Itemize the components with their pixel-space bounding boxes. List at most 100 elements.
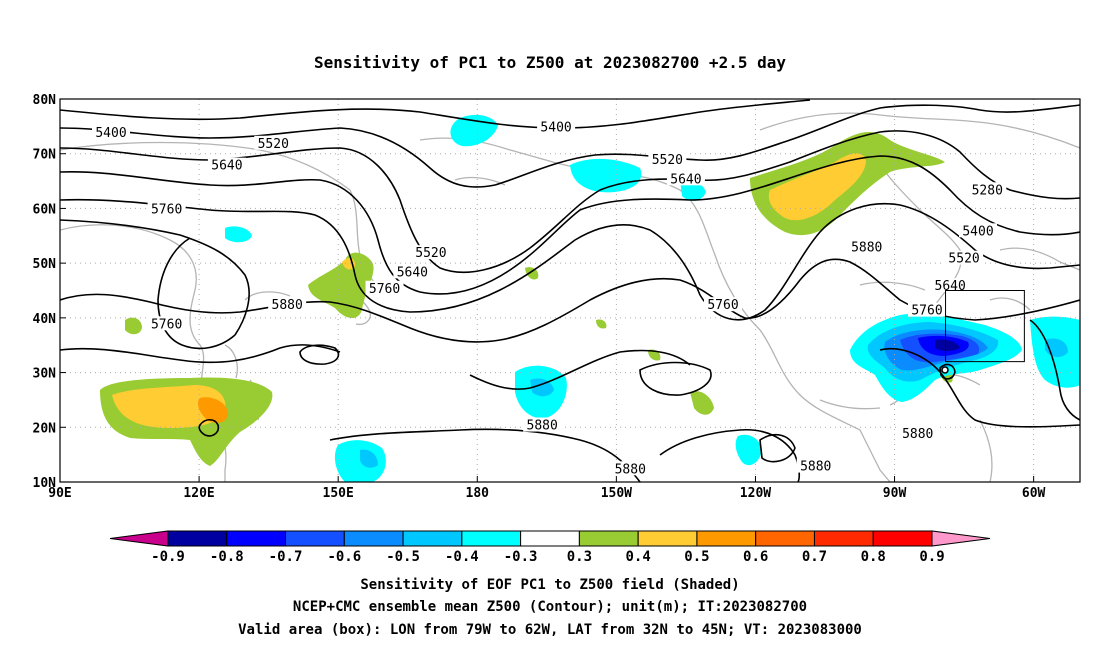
- contour-label: 5880: [527, 419, 558, 434]
- contour-label: 5760: [369, 282, 400, 297]
- shade-positive: [197, 397, 228, 423]
- contour-label-bg: [945, 250, 984, 265]
- contour-label: 5880: [851, 241, 882, 256]
- contour-label: 5520: [258, 137, 289, 152]
- x-tick-label: 120W: [740, 486, 771, 501]
- contour-label: 5760: [151, 317, 182, 332]
- contour-label: 5880: [800, 460, 831, 475]
- colorbar-segment: [578, 530, 639, 547]
- colorbar-segment: [755, 530, 815, 547]
- colorbar-label: 0.6: [743, 549, 768, 565]
- colorbar-segment: [343, 530, 404, 547]
- contour-label-bg: [147, 316, 186, 331]
- shade-negative: [530, 378, 554, 397]
- z500-contours: [60, 99, 1080, 482]
- y-tick-label: 50N: [33, 257, 57, 272]
- x-tick-label: 60W: [1022, 486, 1046, 501]
- contour-label: 5280: [972, 183, 1003, 198]
- colorbar-label: 0.7: [802, 549, 827, 565]
- contour-label-bg: [968, 182, 1007, 197]
- contour-label-bg: [611, 461, 650, 476]
- contour-label-bg: [648, 152, 687, 167]
- contour-label-bg: [704, 297, 742, 312]
- contour-label-bg: [537, 119, 576, 134]
- contour-label-bg: [959, 223, 997, 238]
- colorbar-label: -0.8: [210, 549, 244, 565]
- page-title: Sensitivity of PC1 to Z500 at 2023082700…: [314, 53, 786, 72]
- y-tick-label: 10N: [33, 476, 57, 491]
- x-tick-label: 90E: [48, 486, 71, 501]
- colorbar-label: -0.3: [504, 549, 538, 565]
- contour-label-bg: [666, 171, 705, 186]
- colorbar-segment: [167, 530, 228, 547]
- contour-label: 5640: [211, 159, 242, 174]
- contour-label-bg: [393, 264, 432, 279]
- colorbar-label: -0.9: [151, 549, 185, 565]
- contour-label-bg: [796, 458, 835, 473]
- y-axis: 80N 70N 60N 50N 40N 30N 20N 10N: [33, 93, 66, 491]
- colorbar-segment: [637, 530, 698, 547]
- shade-negative: [935, 339, 960, 351]
- contour-label: 5880: [615, 462, 646, 477]
- contour-label: 5520: [948, 252, 979, 267]
- y-tick-label: 30N: [33, 367, 57, 382]
- colorbar-segment: [285, 530, 345, 547]
- y-tick-label: 20N: [33, 421, 57, 436]
- colorbar-label: 0.5: [684, 549, 709, 565]
- colorbar-segment: [520, 530, 580, 547]
- x-tick-label: 150E: [323, 486, 354, 501]
- contour-label: 5640: [397, 265, 428, 280]
- x-tick-label: 120E: [183, 486, 214, 501]
- footer-line-2: NCEP+CMC ensemble mean Z500 (Contour); u…: [293, 599, 807, 615]
- contour-label: 5400: [962, 224, 993, 239]
- x-tick-label: 150W: [601, 486, 632, 501]
- shade-negative: [360, 449, 378, 468]
- contour-label: 5400: [95, 126, 126, 141]
- contour-label: 5760: [151, 202, 182, 217]
- contour-label-bg: [523, 417, 562, 432]
- colorbar-low-arrow: [109, 530, 169, 547]
- contour-label: 5880: [902, 427, 933, 442]
- contour-label-bg: [365, 280, 404, 295]
- plot-area: 5400 5520 5640 5760 5760 5880 5400 5520 5640 5520…: [60, 99, 1080, 482]
- colorbar-label: 0.4: [626, 549, 651, 565]
- y-tick-label: 60N: [33, 202, 57, 217]
- valid-area-box: [945, 290, 1025, 363]
- y-tick-label: 80N: [33, 93, 57, 108]
- colorbar: -0.9 -0.8 -0.7 -0.6 -0.5 -0.4 -0.3 0.3 0.4 0.5 0.6…: [109, 530, 991, 565]
- colorbar-label: -0.6: [327, 549, 361, 565]
- contour-label: 5400: [540, 120, 571, 135]
- contour-label-bg: [908, 302, 946, 317]
- colorbar-label: -0.7: [269, 549, 303, 565]
- shade-negative: [225, 226, 252, 243]
- colorbar-segment: [461, 530, 522, 547]
- y-tick-label: 70N: [33, 148, 57, 163]
- shade-positive: [125, 317, 142, 335]
- contour-label: 5760: [911, 304, 942, 319]
- contour-label: 5880: [272, 298, 303, 313]
- shade-negative: [735, 434, 762, 466]
- footer-line-1: Sensitivity of EOF PC1 to Z500 field (Sh…: [360, 577, 739, 593]
- contour-label: 5520: [652, 153, 683, 168]
- colorbar-segment: [872, 530, 933, 547]
- shade-positive: [768, 153, 866, 221]
- colorbar-high-arrow: [931, 530, 991, 547]
- contour-labels: 5400 5520 5640 5760 5760 5880 5400 5520 5640 5520…: [92, 119, 1007, 477]
- contour-label-bg: [898, 425, 937, 440]
- contour-label-bg: [931, 278, 970, 293]
- x-tick-label: 90W: [883, 486, 907, 501]
- x-tick-label: 180: [466, 486, 490, 501]
- colorbar-label: 0.8: [861, 549, 886, 565]
- contour-label-bg: [411, 245, 450, 260]
- plot-frame: [59, 98, 1081, 483]
- shade-negative: [570, 158, 642, 193]
- shade-positive: [690, 390, 714, 415]
- contour-label: 5640: [935, 279, 966, 294]
- colorbar-segment: [696, 530, 757, 547]
- contour-label-bg: [207, 157, 246, 172]
- colorbar-segment: [813, 530, 874, 547]
- contour-label-bg: [254, 135, 293, 150]
- shade-positive: [596, 319, 607, 329]
- x-axis: 90E 120E 150E 180 150W 120W 90W 60W: [48, 476, 1046, 501]
- contour-label: 5520: [415, 246, 446, 261]
